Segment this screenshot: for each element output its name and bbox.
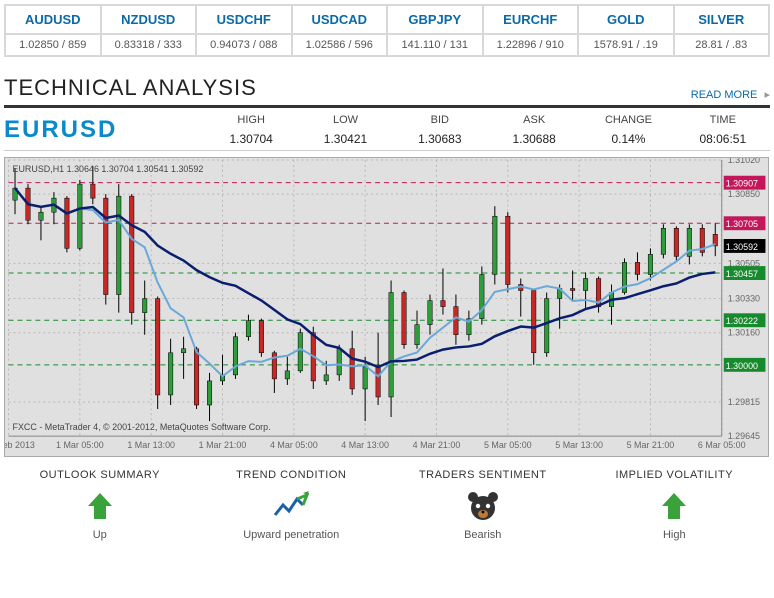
indicator-head: IMPLIED VOLATILITY bbox=[581, 469, 769, 481]
symbol-strip: AUDUSD1.02850 / 859NZDUSD0.83318 / 333US… bbox=[4, 4, 770, 57]
quote-col: HIGH 1.30704 bbox=[204, 114, 298, 146]
svg-text:4 Mar 05:00: 4 Mar 05:00 bbox=[270, 440, 318, 450]
svg-text:FXCC - MetaTrader 4, © 2001-20: FXCC - MetaTrader 4, © 2001-2012, MetaQu… bbox=[13, 422, 271, 432]
svg-text:28 Feb 2013: 28 Feb 2013 bbox=[4, 440, 35, 450]
svg-text:4 Mar 21:00: 4 Mar 21:00 bbox=[413, 440, 461, 450]
symbol-link[interactable]: USDCAD bbox=[293, 6, 387, 35]
svg-text:1.30000: 1.30000 bbox=[726, 361, 758, 371]
indicator-sentiment: TRADERS SENTIMENT Bearish bbox=[387, 465, 579, 545]
symbol-link[interactable]: AUDUSD bbox=[6, 6, 100, 35]
svg-text:1.30222: 1.30222 bbox=[726, 316, 758, 326]
symbol-quote: 28.81 / .83 bbox=[675, 35, 769, 55]
svg-text:1 Mar 21:00: 1 Mar 21:00 bbox=[199, 440, 247, 450]
quote-col: LOW 1.30421 bbox=[298, 114, 392, 146]
symbol-cell: AUDUSD1.02850 / 859 bbox=[6, 6, 102, 55]
symbol-quote: 1.22896 / 910 bbox=[484, 35, 578, 55]
quote-col-head: CHANGE bbox=[581, 114, 675, 126]
quote-col-head: LOW bbox=[298, 114, 392, 126]
indicator-row: OUTLOOK SUMMARYUpTREND CONDITION Upward … bbox=[4, 465, 770, 545]
symbol-cell: NZDUSD0.83318 / 333 bbox=[102, 6, 198, 55]
arrow-up-green-icon bbox=[581, 489, 769, 523]
read-more-link[interactable]: READ MORE ▸ bbox=[691, 88, 770, 101]
svg-text:1.30160: 1.30160 bbox=[728, 328, 760, 338]
symbol-link[interactable]: GOLD bbox=[579, 6, 673, 35]
svg-text:5 Mar 13:00: 5 Mar 13:00 bbox=[555, 440, 603, 450]
arrow-up-green-icon bbox=[6, 489, 194, 523]
quote-col-head: ASK bbox=[487, 114, 581, 126]
indicator-label: High bbox=[581, 529, 769, 541]
svg-text:6 Mar 05:00: 6 Mar 05:00 bbox=[698, 440, 746, 450]
indicator-outlook: OUTLOOK SUMMARY Up bbox=[4, 465, 196, 545]
indicator-label: Bearish bbox=[389, 529, 577, 541]
indicator-head: TREND CONDITION bbox=[198, 469, 386, 481]
quote-col-value: 1.30683 bbox=[393, 132, 487, 146]
indicator-label: Upward penetration bbox=[198, 529, 386, 541]
quote-col: TIME 08:06:51 bbox=[676, 114, 770, 146]
svg-text:5 Mar 05:00: 5 Mar 05:00 bbox=[484, 440, 532, 450]
quote-col-head: BID bbox=[393, 114, 487, 126]
indicator-trend: TREND CONDITION Upward penetration bbox=[196, 465, 388, 545]
symbol-cell: USDCAD1.02586 / 596 bbox=[293, 6, 389, 55]
svg-text:1 Mar 05:00: 1 Mar 05:00 bbox=[56, 440, 104, 450]
symbol-link[interactable]: USDCHF bbox=[197, 6, 291, 35]
section-title: TECHNICAL ANALYSIS bbox=[4, 75, 257, 101]
symbol-quote: 1.02850 / 859 bbox=[6, 35, 100, 55]
chevron-right-icon: ▸ bbox=[764, 89, 770, 101]
svg-text:1.30592: 1.30592 bbox=[726, 242, 758, 252]
indicator-head: TRADERS SENTIMENT bbox=[389, 469, 577, 481]
symbol-cell: GBPJPY141.110 / 131 bbox=[388, 6, 484, 55]
svg-text:1.30907: 1.30907 bbox=[726, 179, 758, 189]
symbol-cell: GOLD1578.91 / .19 bbox=[579, 6, 675, 55]
symbol-link[interactable]: GBPJPY bbox=[388, 6, 482, 35]
symbol-quote: 0.94073 / 088 bbox=[197, 35, 291, 55]
svg-text:4 Mar 13:00: 4 Mar 13:00 bbox=[341, 440, 389, 450]
svg-text:1.31020: 1.31020 bbox=[728, 157, 760, 165]
svg-text:1.29815: 1.29815 bbox=[728, 397, 760, 407]
section-header: TECHNICAL ANALYSIS READ MORE ▸ bbox=[4, 75, 770, 101]
symbol-link[interactable]: SILVER bbox=[675, 6, 769, 35]
indicator-volatility: IMPLIED VOLATILITY High bbox=[579, 465, 771, 545]
quote-col-head: TIME bbox=[676, 114, 770, 126]
quote-col: ASK 1.30688 bbox=[487, 114, 581, 146]
quote-divider bbox=[4, 150, 770, 151]
svg-text:1.30330: 1.30330 bbox=[728, 294, 760, 304]
symbol-quote: 0.83318 / 333 bbox=[102, 35, 196, 55]
quote-col-value: 1.30421 bbox=[298, 132, 392, 146]
svg-text:1.30850: 1.30850 bbox=[728, 189, 760, 199]
quote-col-value: 0.14% bbox=[581, 132, 675, 146]
symbol-link[interactable]: EURCHF bbox=[484, 6, 578, 35]
symbol-quote: 1578.91 / .19 bbox=[579, 35, 673, 55]
symbol-cell: USDCHF0.94073 / 088 bbox=[197, 6, 293, 55]
symbol-quote: 1.02586 / 596 bbox=[293, 35, 387, 55]
quote-col: CHANGE 0.14% bbox=[581, 114, 675, 146]
symbol-cell: SILVER28.81 / .83 bbox=[675, 6, 769, 55]
quote-col-value: 1.30688 bbox=[487, 132, 581, 146]
indicator-head: OUTLOOK SUMMARY bbox=[6, 469, 194, 481]
symbol-link[interactable]: NZDUSD bbox=[102, 6, 196, 35]
read-more-label: READ MORE bbox=[691, 89, 758, 101]
quote-col-value: 1.30704 bbox=[204, 132, 298, 146]
svg-text:EURUSD,H1 1.30646 1.30704 1.3: EURUSD,H1 1.30646 1.30704 1.30541 1.3059… bbox=[13, 164, 204, 174]
quote-col: BID 1.30683 bbox=[393, 114, 487, 146]
bear-icon bbox=[389, 489, 577, 523]
svg-text:5 Mar 21:00: 5 Mar 21:00 bbox=[627, 440, 675, 450]
svg-text:1.30705: 1.30705 bbox=[726, 219, 758, 229]
indicator-label: Up bbox=[6, 529, 194, 541]
quote-col-head: HIGH bbox=[204, 114, 298, 126]
price-chart: 1.296451.298151.301601.303301.305051.308… bbox=[4, 157, 770, 457]
svg-text:1 Mar 13:00: 1 Mar 13:00 bbox=[127, 440, 175, 450]
trend-up-icon bbox=[198, 489, 386, 523]
svg-text:1.30457: 1.30457 bbox=[726, 269, 758, 279]
symbol-cell: EURCHF1.22896 / 910 bbox=[484, 6, 580, 55]
quote-col-value: 08:06:51 bbox=[676, 132, 770, 146]
symbol-quote: 141.110 / 131 bbox=[388, 35, 482, 55]
pair-title: EURUSD bbox=[4, 116, 204, 144]
section-divider bbox=[4, 105, 770, 108]
quote-bar: EURUSD HIGH 1.30704LOW 1.30421BID 1.30683AS… bbox=[4, 114, 770, 146]
